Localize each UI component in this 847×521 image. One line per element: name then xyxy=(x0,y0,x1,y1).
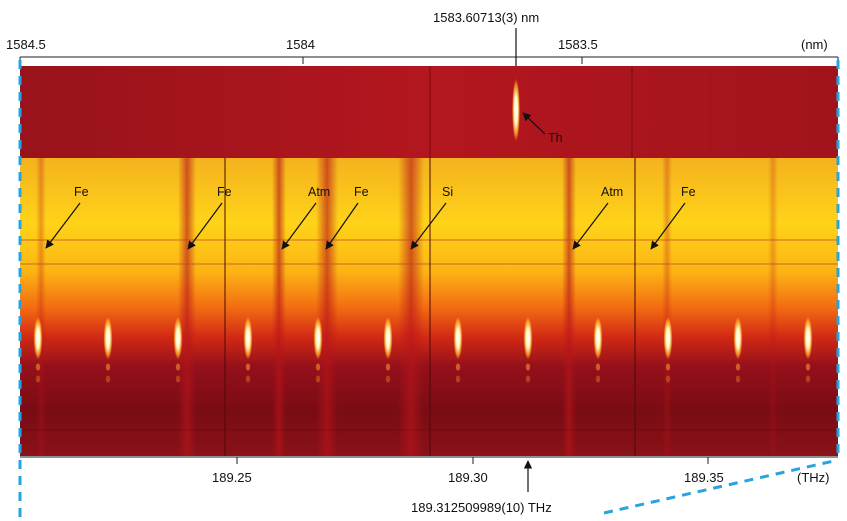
comb-spot xyxy=(733,316,743,360)
top-axis-unit: (nm) xyxy=(801,37,828,52)
comb-spot xyxy=(313,316,323,360)
comb-spot-ghost xyxy=(105,363,111,371)
bottom-tick-label: 189.25 xyxy=(212,470,252,485)
absorption-band xyxy=(562,158,576,456)
comb-spot-ghost xyxy=(455,375,461,383)
comb-spot-ghost xyxy=(315,375,321,383)
comb-spot xyxy=(173,316,183,360)
top-marker-label: 1583.60713(3) nm xyxy=(433,10,539,25)
absorption-band xyxy=(36,158,46,456)
top-tick-label: 1583.5 xyxy=(558,37,598,52)
absorption-band xyxy=(662,158,672,456)
line-labels: Fe Fe Atm Fe Si Atm Fe xyxy=(45,185,696,250)
comb-spot-ghost xyxy=(595,375,601,383)
bottom-axis: 189.25 189.30 189.35 (THz) xyxy=(20,456,838,485)
bottom-tick-label: 189.30 xyxy=(448,470,488,485)
upper-panel: Th xyxy=(20,66,838,158)
top-tick-label: 1584.5 xyxy=(6,37,46,52)
comb-spot xyxy=(593,316,603,360)
line-label-fe: Fe xyxy=(681,185,696,199)
comb-spot-ghost xyxy=(105,375,111,383)
comb-spot-ghost xyxy=(175,363,181,371)
frequency-comb-spots xyxy=(33,316,813,383)
comb-spot xyxy=(33,316,43,360)
comb-spot-ghost xyxy=(595,363,601,371)
top-tick-label: 1584 xyxy=(286,37,315,52)
line-label-fe: Fe xyxy=(74,185,89,199)
comb-spot-ghost xyxy=(385,363,391,371)
comb-spot-ghost xyxy=(245,363,251,371)
line-label-fe: Fe xyxy=(217,185,232,199)
bottom-tick-label: 189.35 xyxy=(684,470,724,485)
comb-spot xyxy=(243,316,253,360)
comb-spot-ghost xyxy=(245,375,251,383)
comb-spot-ghost xyxy=(735,375,741,383)
thorium-label: Th xyxy=(548,131,563,145)
line-label-atm: Atm xyxy=(601,185,623,199)
comb-spot xyxy=(453,316,463,360)
absorption-band xyxy=(398,158,424,456)
thorium-line xyxy=(512,78,520,142)
line-label-atm: Atm xyxy=(308,185,330,199)
absorption-band xyxy=(272,158,286,456)
comb-spot-ghost xyxy=(35,363,41,371)
bottom-marker: 189.312509989(10) THz xyxy=(411,460,552,515)
comb-spot xyxy=(663,316,673,360)
comb-spot xyxy=(383,316,393,360)
line-label-si: Si xyxy=(442,185,453,199)
top-axis: 1584.5 1584 1583.5 (nm) xyxy=(6,37,839,64)
absorption-band xyxy=(316,158,338,456)
absorption-band xyxy=(178,158,196,456)
comb-spot-ghost xyxy=(525,375,531,383)
comb-spot-ghost xyxy=(805,363,811,371)
comb-spot-ghost xyxy=(665,375,671,383)
lower-panel xyxy=(20,158,838,456)
bottom-marker-label: 189.312509989(10) THz xyxy=(411,500,552,515)
comb-spot-ghost xyxy=(455,363,461,371)
line-label-fe: Fe xyxy=(354,185,369,199)
comb-spot-ghost xyxy=(385,375,391,383)
comb-spot-ghost xyxy=(35,375,41,383)
absorption-band xyxy=(768,158,778,456)
comb-spot-ghost xyxy=(805,375,811,383)
comb-spot-ghost xyxy=(665,363,671,371)
zoom-guide-lines xyxy=(18,60,840,521)
comb-spot xyxy=(523,316,533,360)
bottom-axis-unit: (THz) xyxy=(797,470,830,485)
comb-spot xyxy=(803,316,813,360)
comb-spot-ghost xyxy=(735,363,741,371)
comb-spot-ghost xyxy=(315,363,321,371)
comb-spot-ghost xyxy=(175,375,181,383)
comb-spot xyxy=(103,316,113,360)
comb-spot-ghost xyxy=(525,363,531,371)
